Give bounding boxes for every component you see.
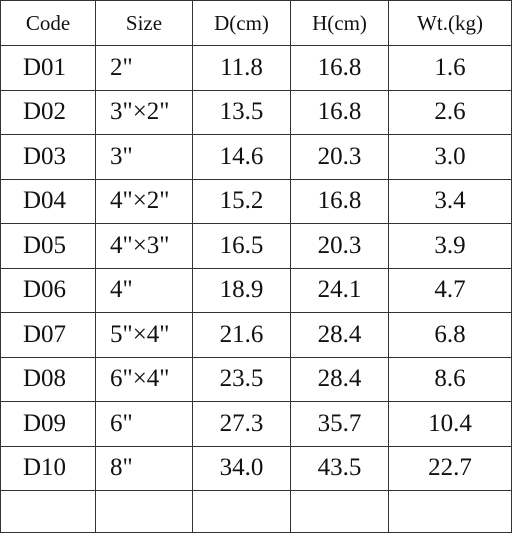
table-cell: 16.5 xyxy=(192,223,291,269)
table-cell: 4"×2" xyxy=(95,178,193,224)
table-cell: 6"×4" xyxy=(95,356,193,402)
data-row: D04 4"×2" 15.2 16.8 3.4 xyxy=(0,178,512,224)
table-cell: 34.0 xyxy=(192,445,291,491)
table-cell: D03 xyxy=(0,134,96,180)
table-cell: 4" xyxy=(95,267,193,313)
table-cell: 4.7 xyxy=(388,267,512,313)
table-cell: D06 xyxy=(0,267,96,313)
data-row: D01 2" 11.8 16.8 1.6 xyxy=(0,45,512,91)
table-cell: 2" xyxy=(95,45,193,91)
table-cell: D04 xyxy=(0,178,96,224)
table-cell: 13.5 xyxy=(192,89,291,135)
header-cell: Size xyxy=(95,0,193,46)
table-cell: 6.8 xyxy=(388,312,512,358)
data-row: D08 6"×4" 23.5 28.4 8.6 xyxy=(0,356,512,402)
table-cell: 8" xyxy=(95,445,193,491)
blank-cell xyxy=(0,490,96,533)
table-cell: D08 xyxy=(0,356,96,402)
table-cell: D05 xyxy=(0,223,96,269)
data-row: D02 3"×2" 13.5 16.8 2.6 xyxy=(0,89,512,135)
data-row: D06 4" 18.9 24.1 4.7 xyxy=(0,267,512,313)
blank-cell xyxy=(290,490,389,533)
blank-cell xyxy=(192,490,291,533)
table-cell: 43.5 xyxy=(290,445,389,491)
table-cell: 11.8 xyxy=(192,45,291,91)
table-cell: 18.9 xyxy=(192,267,291,313)
header-cell: Code xyxy=(0,0,96,46)
header-cell: Wt.(kg) xyxy=(388,0,512,46)
table-cell: 28.4 xyxy=(290,356,389,402)
blank-row xyxy=(0,490,512,533)
table-cell: 24.1 xyxy=(290,267,389,313)
data-row: D07 5"×4" 21.6 28.4 6.8 xyxy=(0,312,512,358)
table-cell: 35.7 xyxy=(290,401,389,447)
table-cell: 3" xyxy=(95,134,193,180)
table-cell: D09 xyxy=(0,401,96,447)
table-cell: 27.3 xyxy=(192,401,291,447)
blank-cell xyxy=(95,490,193,533)
table-cell: 14.6 xyxy=(192,134,291,180)
table-cell: D01 xyxy=(0,45,96,91)
table-cell: 22.7 xyxy=(388,445,512,491)
table-cell: 3.0 xyxy=(388,134,512,180)
table-cell: 8.6 xyxy=(388,356,512,402)
blank-cell xyxy=(388,490,512,533)
table-cell: 3"×2" xyxy=(95,89,193,135)
table-cell: 15.2 xyxy=(192,178,291,224)
table-cell: 21.6 xyxy=(192,312,291,358)
data-row: D09 6" 27.3 35.7 10.4 xyxy=(0,401,512,447)
table-cell: 4"×3" xyxy=(95,223,193,269)
table-cell: 10.4 xyxy=(388,401,512,447)
table-cell: 3.4 xyxy=(388,178,512,224)
table-cell: 16.8 xyxy=(290,178,389,224)
table-cell: 20.3 xyxy=(290,134,389,180)
table-cell: 3.9 xyxy=(388,223,512,269)
table-cell: 28.4 xyxy=(290,312,389,358)
table-cell: 16.8 xyxy=(290,45,389,91)
data-row: D05 4"×3" 16.5 20.3 3.9 xyxy=(0,223,512,269)
table-cell: 16.8 xyxy=(290,89,389,135)
table-cell: D10 xyxy=(0,445,96,491)
header-cell: H(cm) xyxy=(290,0,389,46)
table-cell: D02 xyxy=(0,89,96,135)
header-cell: D(cm) xyxy=(192,0,291,46)
table-cell: 23.5 xyxy=(192,356,291,402)
table-cell: 2.6 xyxy=(388,89,512,135)
table-cell: 5"×4" xyxy=(95,312,193,358)
data-row: D10 8" 34.0 43.5 22.7 xyxy=(0,445,512,491)
table-cell: D07 xyxy=(0,312,96,358)
table-cell: 1.6 xyxy=(388,45,512,91)
header-row: Code Size D(cm) H(cm) Wt.(kg) xyxy=(0,0,512,46)
table-cell: 6" xyxy=(95,401,193,447)
data-row: D03 3" 14.6 20.3 3.0 xyxy=(0,134,512,180)
table-cell: 20.3 xyxy=(290,223,389,269)
